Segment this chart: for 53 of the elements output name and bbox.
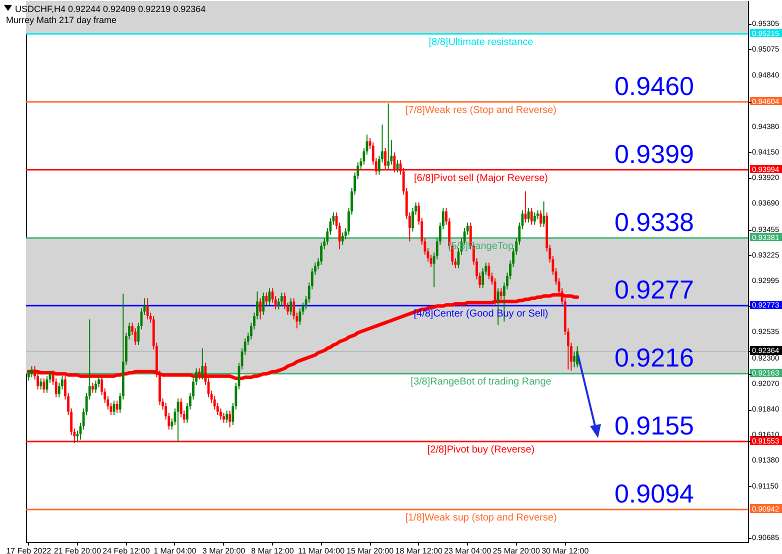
candlestick: [387, 102, 390, 170]
candlestick: [222, 412, 225, 424]
ref-line-label: [2/8]Pivot buy (Reverse): [427, 444, 535, 456]
candlestick: [228, 410, 232, 428]
annotation: 0.9277: [614, 274, 694, 305]
x-tick-label: 30 Mar 12:00: [542, 546, 590, 554]
x-tick-label: 15 Mar 20:00: [346, 546, 394, 554]
candlestick: [576, 346, 579, 368]
x-tick-label: 21 Feb 20:00: [54, 546, 102, 554]
candlestick: [320, 242, 322, 266]
candlestick: [201, 348, 204, 380]
candlestick: [265, 292, 268, 306]
candlestick: [280, 292, 283, 306]
candlestick: [27, 370, 30, 382]
x-tick-label: 8 Mar 12:00: [251, 546, 294, 554]
annotation: 0.9399: [614, 138, 694, 169]
annotation: 0.9460: [614, 70, 694, 101]
candlestick: [40, 378, 42, 390]
x-tick-label: 23 Mar 04:00: [444, 546, 492, 554]
candlestick: [262, 292, 265, 316]
ref-line-label: [8/8]Ultimate resistance: [428, 36, 534, 48]
candlestick: [91, 382, 94, 394]
annotation: 0.9338: [614, 206, 694, 237]
candlestick: [30, 366, 33, 378]
ref-line-label: [1/8]Weak sup (stop and Reverse): [405, 512, 557, 524]
x-tick-label: 11 Mar 04:00: [298, 546, 346, 554]
annotation: 0.9094: [614, 478, 694, 508]
candlestick: [527, 208, 530, 224]
x-tick-label: 1 Mar 04:00: [154, 546, 197, 554]
x-tick-label: 24 Feb 12:00: [102, 546, 150, 554]
candlestick: [341, 232, 344, 246]
candlestick: [226, 410, 228, 424]
candlestick: [259, 298, 262, 320]
ref-line-label: [6/8]Pivot sell (Major Reverse): [414, 172, 548, 184]
x-tick-label: 18 Mar 12:00: [395, 546, 443, 554]
candlestick: [542, 200, 545, 228]
x-tick-label: 25 Mar 20:00: [492, 546, 540, 554]
candlestick: [573, 351, 576, 368]
candlestick: [42, 378, 46, 394]
ref-line-label: [7/8]Weak res (Stop and Reverse): [406, 104, 556, 116]
chart-title: USDCHF,H4 0.92244 0.92409 0.92219 0.92364: [15, 4, 206, 14]
ref-line-label: [3/8]RangeBot of trading Range: [410, 376, 552, 388]
candlestick: [116, 400, 118, 414]
x-tick-label: 3 Mar 20:00: [202, 546, 246, 554]
candlestick: [533, 212, 536, 226]
candlestick: [94, 380, 97, 394]
candlestick: [530, 208, 533, 226]
candlestick: [540, 210, 542, 228]
annotation: 0.9155: [614, 410, 694, 440]
x-tick-label: 17 Feb 2022: [6, 546, 52, 554]
candlestick: [290, 298, 292, 316]
annotation: 0.9216: [614, 342, 694, 373]
text: Murrey Math 217 day frame: [6, 15, 117, 25]
